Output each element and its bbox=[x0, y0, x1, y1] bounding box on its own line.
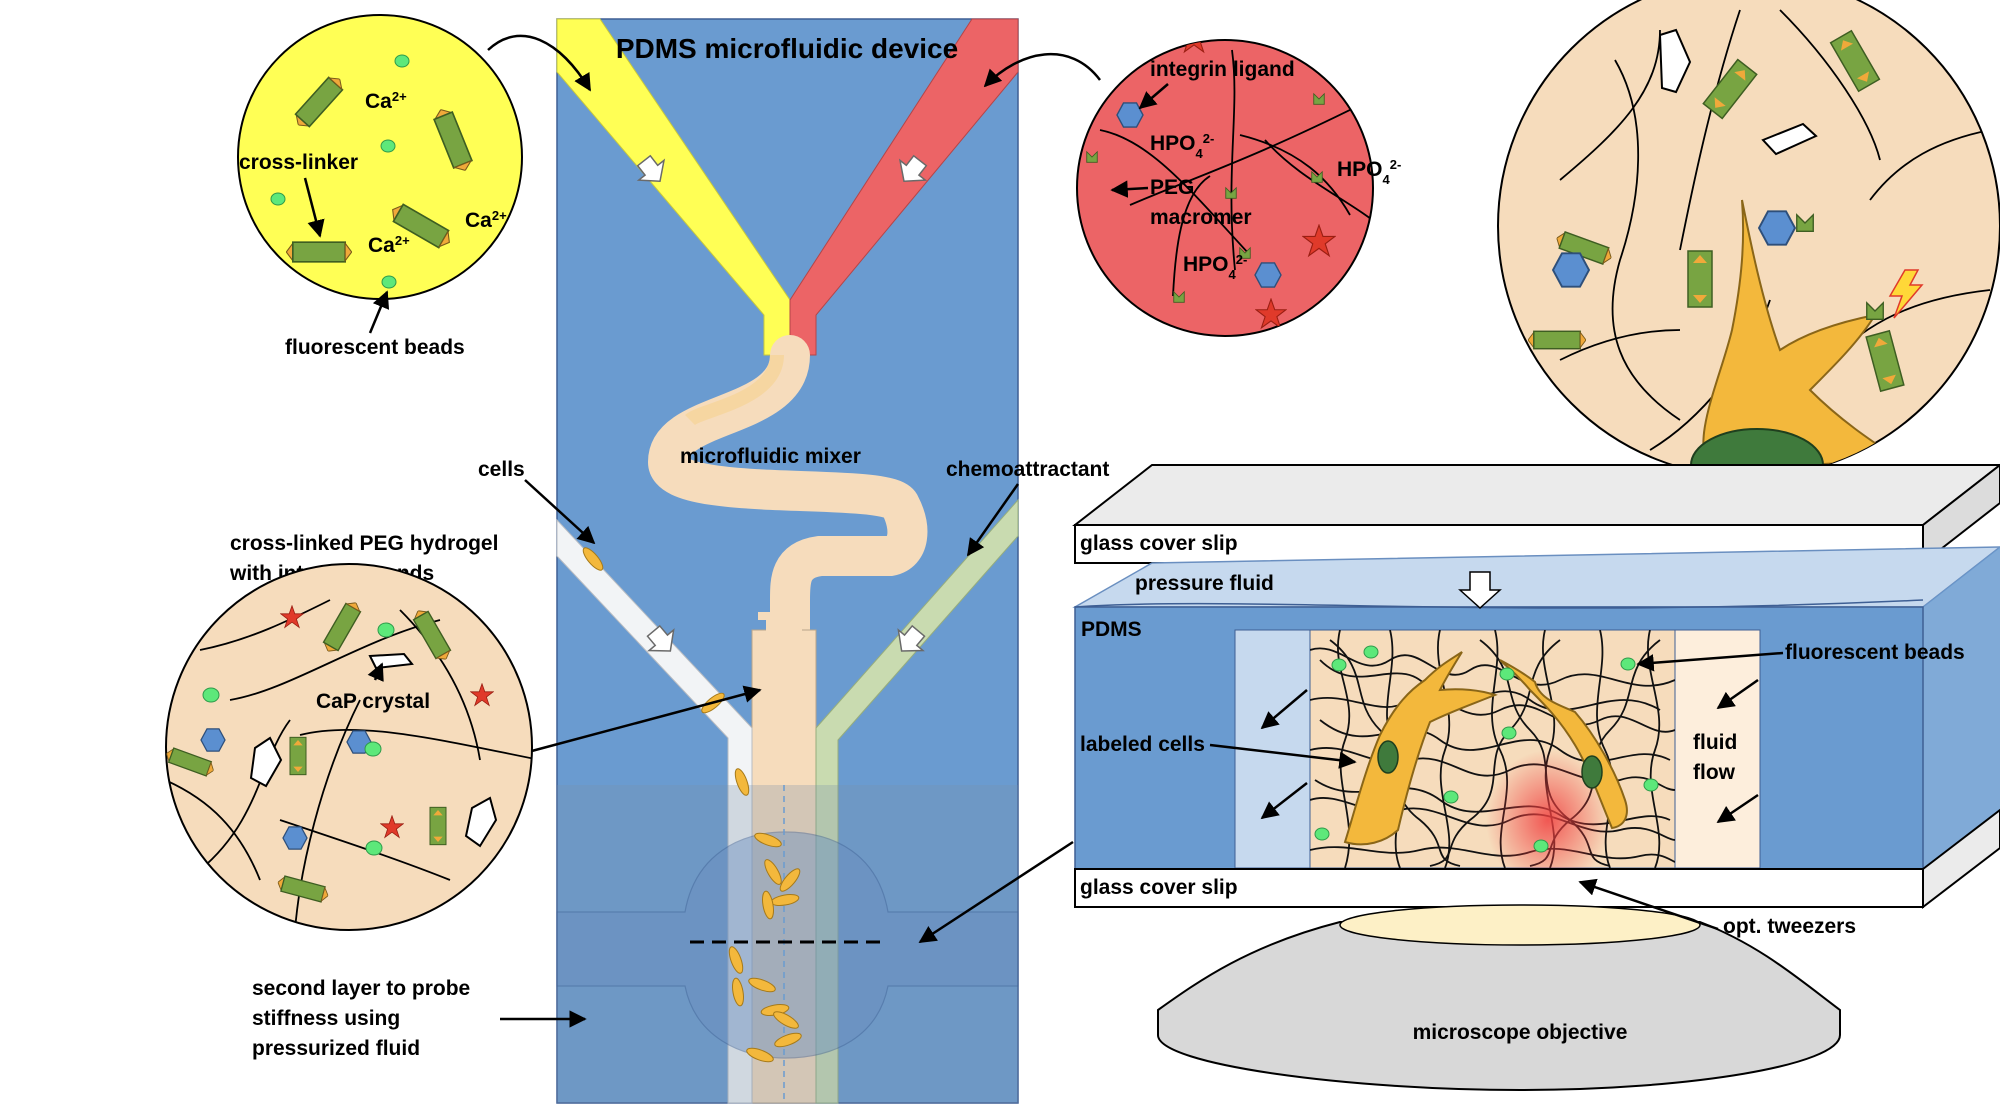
fluorescent-bead-icons bbox=[270, 54, 410, 289]
top-glass-slip bbox=[1072, 464, 2000, 526]
hydrogel-label-line1: cross-linked PEG hydrogel bbox=[230, 532, 498, 555]
integrin-ligand-icon bbox=[1552, 252, 1590, 288]
opt-tweezers-label: opt. tweezers bbox=[1723, 915, 1856, 938]
bottom-glass-label: glass cover slip bbox=[1080, 876, 1238, 899]
device-title: PDMS microfluidic device bbox=[616, 33, 958, 64]
phosphate-label: HPO42- bbox=[1183, 252, 1247, 282]
second-layer-label-line2: stiffness using bbox=[252, 1007, 400, 1030]
mixer-channel bbox=[647, 335, 928, 660]
magnified-gel-inset bbox=[1497, 0, 2000, 478]
cross-linker-label: cross-linker bbox=[239, 151, 358, 174]
top-glass-label: glass cover slip bbox=[1080, 532, 1238, 555]
cross-linker-icon bbox=[286, 241, 352, 263]
pressure-chamber bbox=[556, 831, 1019, 1059]
precursor-b-inset: integrin ligand HPO42- HPO42- HPO42- PEG… bbox=[1076, 24, 1401, 337]
cells-label: cells bbox=[478, 458, 525, 481]
chemoattractant-channel bbox=[815, 498, 1019, 1104]
second-layer-label-line3: pressurized fluid bbox=[252, 1037, 420, 1060]
peg-macromer-label-line1: PEG bbox=[1150, 176, 1194, 199]
fluorescent-beads-side-label: fluorescent beads bbox=[1785, 641, 1965, 664]
microscope-objective bbox=[1157, 921, 1841, 1092]
integrin-ligand-icon bbox=[1758, 210, 1796, 246]
phosphate-label: HPO42- bbox=[1337, 157, 1401, 187]
ca-ion-label: Ca2+ bbox=[465, 208, 507, 233]
chemoattractant-label: chemoattractant bbox=[946, 458, 1109, 481]
microfluidic-device bbox=[556, 18, 1019, 1104]
ca-ion-label: Ca2+ bbox=[365, 89, 407, 114]
cap-crystal-label: CaP crystal bbox=[316, 690, 430, 713]
cell-nucleus bbox=[1581, 755, 1603, 789]
integrin-ligand-label: integrin ligand bbox=[1150, 58, 1295, 81]
binding-site-icon bbox=[1384, 228, 1395, 239]
migrating-cell bbox=[1702, 199, 1904, 472]
cross-linker-icon bbox=[429, 806, 447, 846]
objective-label: microscope objective bbox=[1413, 1021, 1628, 1044]
laser-focus bbox=[1486, 750, 1610, 890]
labeled-cells-label: labeled cells bbox=[1080, 733, 1205, 756]
fluid-flow-label-line2: flow bbox=[1693, 761, 1736, 784]
red-channel bbox=[789, 18, 1019, 356]
integrin-ligand-icon bbox=[1254, 262, 1282, 288]
hydrogel-inset: CaP crystal bbox=[165, 563, 533, 931]
integrin-ligand-icon bbox=[200, 728, 226, 752]
pdms-label: PDMS bbox=[1081, 618, 1142, 641]
mixer-label: microfluidic mixer bbox=[680, 445, 861, 468]
labeled-cell bbox=[1343, 651, 1498, 846]
second-layer-label-line1: second layer to probe bbox=[252, 977, 470, 1000]
bottom-glass-slip bbox=[1074, 868, 1924, 908]
pressure-fluid-label: pressure fluid bbox=[1135, 572, 1274, 595]
flow-arrows bbox=[636, 154, 928, 652]
integrin-ligand-icon bbox=[1116, 102, 1144, 128]
phosphate-label: HPO42- bbox=[1150, 131, 1214, 161]
cleavage-bolt-icon bbox=[1888, 269, 1924, 319]
channel-cells bbox=[582, 547, 802, 1063]
fluorescent-beads-label: fluorescent beads bbox=[285, 336, 465, 359]
device-pointers bbox=[487, 34, 1101, 1028]
precursor-a-inset: Ca2+ Ca2+ Ca2+ cross-linker fluorescent … bbox=[237, 14, 523, 359]
ca-ion-label: Ca2+ bbox=[368, 233, 410, 258]
objective-lens bbox=[1339, 904, 1701, 946]
cross-linker-icon bbox=[1528, 330, 1586, 350]
fluid-flow-label-line1: fluid bbox=[1693, 731, 1737, 754]
cap-crystal-icons bbox=[1658, 28, 1818, 156]
binding-site-icon bbox=[1361, 91, 1373, 103]
pressure-arrow-icon bbox=[1458, 571, 1502, 610]
fluorescent-bead-icons bbox=[1314, 645, 1659, 853]
side-view-pointers bbox=[1209, 651, 1784, 931]
cell-nucleus bbox=[1377, 740, 1399, 774]
side-view: glass cover slip pressure fluid PDMS bbox=[1072, 463, 2000, 1092]
second-layer bbox=[557, 785, 1018, 1103]
cross-linker-icon bbox=[1687, 250, 1713, 308]
cross-linker-icon bbox=[289, 736, 307, 776]
peg-macromer-label-line2: macromer bbox=[1150, 206, 1252, 229]
integrin-ligand-icon bbox=[282, 826, 308, 850]
binding-site-icon bbox=[1218, 24, 1229, 35]
